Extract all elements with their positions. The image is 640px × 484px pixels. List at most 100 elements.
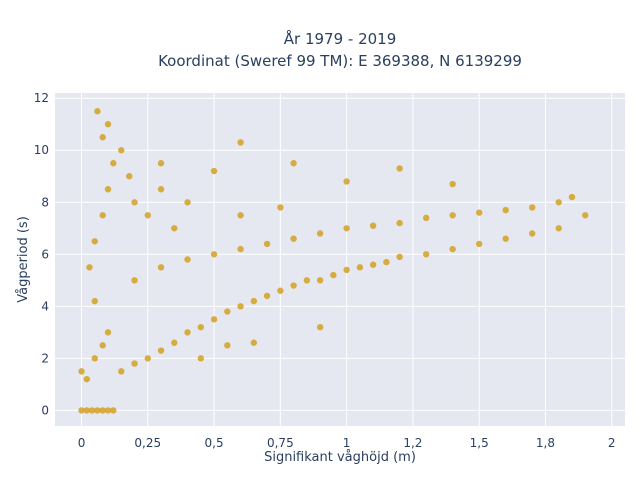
- data-point: [224, 308, 231, 315]
- plot-background: [55, 93, 625, 426]
- data-point: [99, 342, 106, 349]
- data-point: [197, 355, 205, 362]
- data-point: [422, 214, 430, 222]
- data-point: [369, 261, 377, 268]
- y-tick-label: 10: [34, 143, 49, 157]
- data-point: [237, 303, 244, 310]
- data-point: [110, 160, 117, 167]
- data-point: [369, 222, 377, 229]
- data-point: [99, 134, 106, 141]
- data-point: [250, 339, 258, 346]
- data-point: [91, 238, 98, 245]
- data-point: [529, 230, 536, 237]
- data-point: [263, 240, 271, 248]
- data-point: [131, 199, 138, 206]
- x-tick-label: 1,2: [403, 436, 422, 450]
- data-point: [290, 282, 297, 289]
- data-point: [330, 271, 337, 279]
- data-point: [316, 230, 324, 237]
- data-point: [396, 219, 403, 227]
- data-point: [210, 167, 218, 175]
- data-point: [157, 186, 165, 193]
- y-tick-label: 12: [34, 91, 49, 105]
- data-point: [91, 355, 98, 362]
- data-point: [237, 212, 244, 219]
- y-tick-label: 4: [41, 299, 49, 313]
- data-point: [396, 253, 403, 261]
- data-point: [104, 186, 112, 193]
- data-point: [99, 212, 106, 219]
- data-point: [343, 225, 350, 232]
- data-point: [237, 245, 244, 253]
- data-point: [157, 160, 165, 167]
- data-point: [104, 407, 112, 414]
- data-point: [118, 368, 125, 375]
- data-point: [94, 108, 101, 115]
- data-point: [131, 277, 138, 284]
- x-tick-label: 0: [78, 436, 86, 450]
- data-point: [224, 342, 231, 349]
- y-tick-label: 2: [41, 351, 49, 365]
- data-point: [343, 266, 350, 274]
- y-tick-label: 0: [41, 403, 49, 417]
- data-point: [475, 209, 483, 216]
- data-point: [555, 199, 562, 206]
- chart-title-line-2: Koordinat (Sweref 99 TM): E 369388, N 61…: [158, 52, 522, 70]
- data-point: [290, 235, 297, 242]
- data-point: [502, 235, 509, 242]
- data-point: [502, 206, 509, 214]
- x-tick-label: 2: [608, 436, 616, 450]
- data-point: [250, 297, 258, 305]
- data-point: [316, 277, 324, 284]
- data-point: [78, 368, 85, 375]
- chart-title-line-1: År 1979 - 2019: [284, 29, 397, 48]
- data-point: [88, 407, 96, 414]
- data-point: [449, 245, 456, 253]
- data-point: [91, 297, 98, 305]
- data-point: [171, 225, 178, 232]
- data-point: [126, 173, 133, 180]
- data-point: [290, 160, 297, 167]
- data-point: [582, 212, 589, 219]
- data-point: [210, 316, 218, 323]
- data-point: [83, 407, 91, 414]
- data-point: [104, 329, 112, 336]
- y-tick-label: 8: [41, 195, 49, 209]
- x-tick-label: 0,25: [134, 436, 161, 450]
- y-tick-label: 6: [41, 247, 49, 261]
- data-point: [184, 256, 191, 263]
- data-point: [568, 193, 576, 201]
- data-point: [99, 407, 106, 414]
- axis-layer: 0 0,25 0,5 0,75 1 1,2 1,5 1,8 2 0 2 4 6 8 10 12: [34, 91, 616, 450]
- x-tick-label: 1,8: [536, 436, 555, 450]
- data-point: [555, 225, 562, 232]
- data-point: [110, 407, 117, 414]
- x-tick-label: 0,75: [267, 436, 294, 450]
- data-point: [157, 264, 165, 271]
- y-axis-title: Vågperiod (s): [16, 216, 31, 303]
- data-point: [422, 251, 430, 258]
- data-point: [277, 204, 284, 211]
- data-point: [449, 180, 456, 188]
- x-axis-title: Signifikant våghöjd (m): [264, 450, 416, 465]
- data-point: [210, 251, 218, 258]
- data-point: [263, 292, 271, 300]
- data-point: [171, 339, 178, 346]
- data-point: [104, 121, 112, 128]
- data-point: [529, 204, 536, 211]
- data-point: [277, 287, 284, 294]
- data-point: [396, 165, 403, 172]
- data-point: [475, 240, 483, 248]
- data-point: [383, 258, 390, 266]
- data-point: [83, 375, 91, 383]
- data-point: [118, 147, 125, 154]
- data-point: [303, 277, 311, 284]
- data-point: [197, 323, 205, 331]
- data-point: [144, 355, 151, 362]
- data-point: [184, 329, 191, 336]
- data-point: [356, 264, 364, 271]
- data-point: [144, 212, 151, 219]
- x-tick-label: 1: [343, 436, 351, 450]
- data-point: [78, 407, 85, 414]
